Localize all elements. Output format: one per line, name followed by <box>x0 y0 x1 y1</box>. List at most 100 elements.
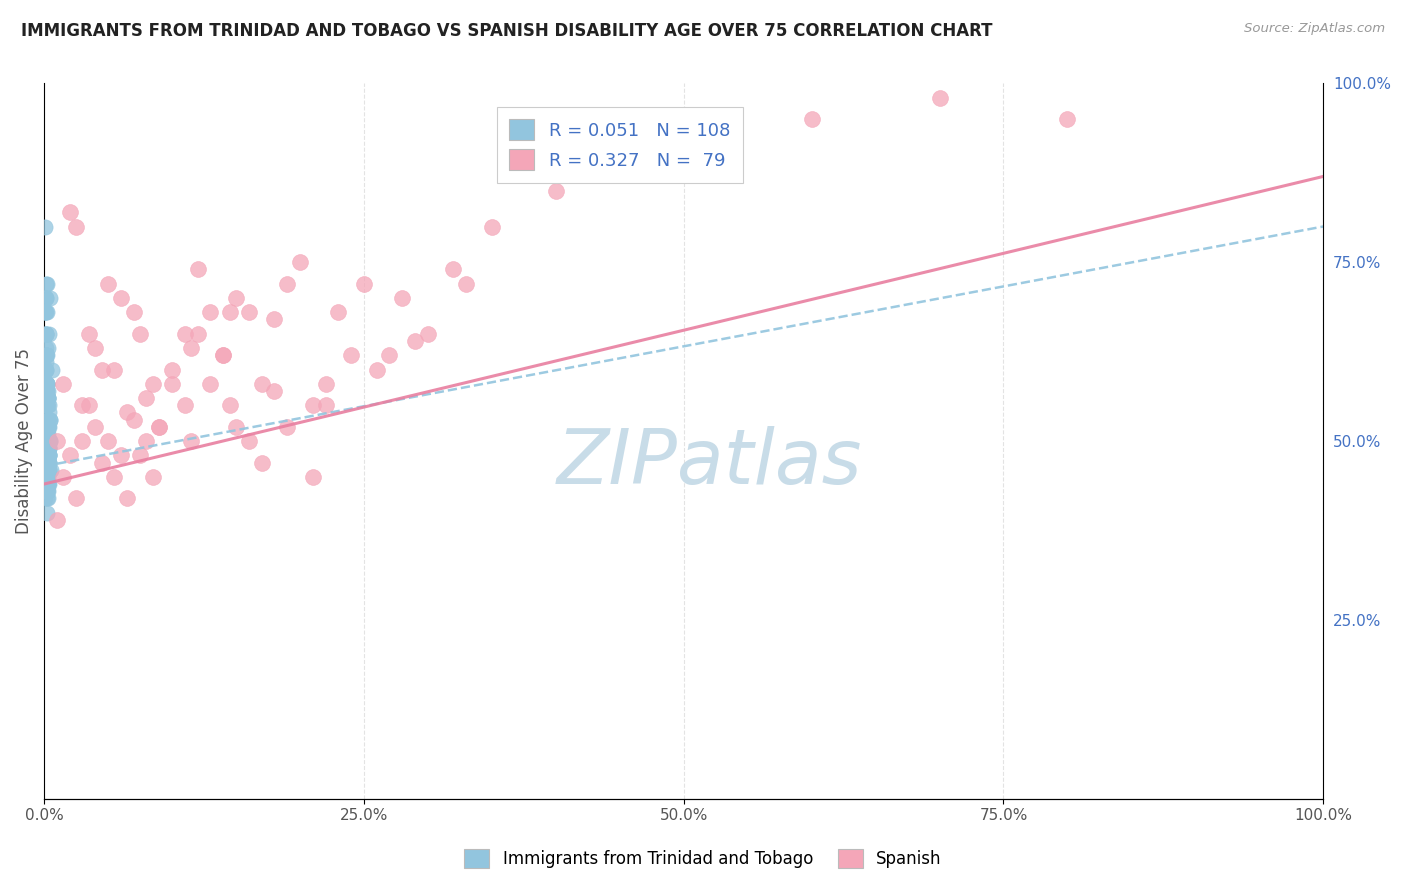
Point <box>37 391 59 405</box>
Point <box>37 442 59 456</box>
Point <box>37 412 59 426</box>
Point <box>117 491 139 506</box>
Point <box>35 398 58 412</box>
Point <box>37 477 59 491</box>
Point <box>38 442 60 456</box>
Point <box>38 434 60 449</box>
Point <box>37 449 59 463</box>
Point <box>37 434 59 449</box>
Point <box>38 434 60 449</box>
Point <box>135 391 157 405</box>
Point <box>142 470 165 484</box>
Point <box>35 491 58 506</box>
Point <box>34 277 56 291</box>
Point <box>34 412 56 426</box>
Point <box>38 449 60 463</box>
Text: ZIPatlas: ZIPatlas <box>557 425 862 500</box>
Point <box>39 291 62 305</box>
Point <box>35 398 58 412</box>
Point <box>37 477 59 491</box>
Point <box>90 362 112 376</box>
Point <box>276 419 298 434</box>
Point <box>37 391 59 405</box>
Point <box>38 398 60 412</box>
Point <box>225 419 247 434</box>
Point <box>38 449 60 463</box>
Y-axis label: Disability Age Over 75: Disability Age Over 75 <box>15 348 32 534</box>
Point <box>37 442 59 456</box>
Point <box>35 305 58 319</box>
Point <box>35 355 58 369</box>
Point <box>37 426 59 441</box>
Point <box>481 219 503 234</box>
Point <box>263 312 285 326</box>
Point <box>35 506 58 520</box>
Point <box>84 341 107 355</box>
Text: Source: ZipAtlas.com: Source: ZipAtlas.com <box>1244 22 1385 36</box>
Point <box>35 277 58 291</box>
Point <box>315 376 337 391</box>
Point <box>52 376 75 391</box>
Point <box>212 348 235 362</box>
Legend: Immigrants from Trinidad and Tobago, Spanish: Immigrants from Trinidad and Tobago, Spa… <box>457 843 949 875</box>
Point <box>35 348 58 362</box>
Point <box>800 112 823 127</box>
Point <box>34 362 56 376</box>
Point <box>37 391 59 405</box>
Point <box>35 376 58 391</box>
Point <box>38 463 60 477</box>
Point <box>35 348 58 362</box>
Point <box>35 398 58 412</box>
Point <box>173 326 195 341</box>
Point <box>212 348 235 362</box>
Point <box>103 362 125 376</box>
Point <box>37 484 59 499</box>
Point <box>77 326 100 341</box>
Point <box>38 412 60 426</box>
Point <box>35 384 58 398</box>
Point <box>37 491 59 506</box>
Point <box>34 470 56 484</box>
Point <box>35 384 58 398</box>
Point <box>38 419 60 434</box>
Point <box>672 148 695 162</box>
Point <box>37 419 59 434</box>
Point <box>35 326 58 341</box>
Point <box>148 419 170 434</box>
Point <box>148 419 170 434</box>
Point <box>34 341 56 355</box>
Point <box>200 376 222 391</box>
Point <box>443 262 465 277</box>
Point <box>180 434 202 449</box>
Point <box>35 391 58 405</box>
Point <box>38 442 60 456</box>
Text: IMMIGRANTS FROM TRINIDAD AND TOBAGO VS SPANISH DISABILITY AGE OVER 75 CORRELATIO: IMMIGRANTS FROM TRINIDAD AND TOBAGO VS S… <box>21 22 993 40</box>
Point <box>160 376 183 391</box>
Point <box>37 470 59 484</box>
Point <box>301 398 323 412</box>
Point <box>34 291 56 305</box>
Point <box>35 384 58 398</box>
Legend: R = 0.051   N = 108, R = 0.327   N =  79: R = 0.051 N = 108, R = 0.327 N = 79 <box>496 107 742 183</box>
Point <box>37 434 59 449</box>
Point <box>38 456 60 470</box>
Point <box>34 362 56 376</box>
Point <box>37 341 59 355</box>
Point <box>301 470 323 484</box>
Point <box>37 456 59 470</box>
Point <box>35 398 58 412</box>
Point <box>225 291 247 305</box>
Point <box>39 463 62 477</box>
Point <box>37 419 59 434</box>
Point <box>122 305 145 319</box>
Point <box>187 326 209 341</box>
Point <box>34 291 56 305</box>
Point <box>34 305 56 319</box>
Point <box>37 484 59 499</box>
Point <box>84 419 107 434</box>
Point <box>97 277 120 291</box>
Point <box>38 456 60 470</box>
Point <box>38 434 60 449</box>
Point <box>34 376 56 391</box>
Point <box>250 376 273 391</box>
